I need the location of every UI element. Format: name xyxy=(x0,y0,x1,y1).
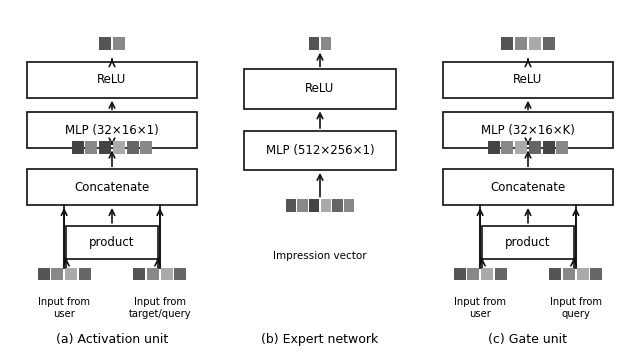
Text: MLP (512×256×1): MLP (512×256×1) xyxy=(266,144,374,157)
Bar xyxy=(515,141,527,154)
Bar xyxy=(113,141,125,154)
Bar xyxy=(549,268,561,280)
Bar xyxy=(502,37,513,50)
Bar xyxy=(79,268,91,280)
Bar xyxy=(488,141,500,154)
Text: Input from
user: Input from user xyxy=(454,297,506,319)
Bar xyxy=(65,268,77,280)
Text: MLP (32×16×1): MLP (32×16×1) xyxy=(65,124,159,137)
Text: product: product xyxy=(505,236,551,249)
Bar xyxy=(321,37,331,50)
Bar xyxy=(591,268,602,280)
Bar xyxy=(483,225,573,259)
Bar xyxy=(99,141,111,154)
Bar xyxy=(502,141,513,154)
Text: Concatenate: Concatenate xyxy=(490,181,566,194)
Text: MLP (32×16×K): MLP (32×16×K) xyxy=(481,124,575,137)
Bar xyxy=(309,199,319,212)
Bar xyxy=(67,225,157,259)
Bar xyxy=(443,169,613,205)
Bar xyxy=(495,268,507,280)
Bar xyxy=(529,37,541,50)
Text: Concatenate: Concatenate xyxy=(74,181,150,194)
Bar xyxy=(38,268,49,280)
Bar xyxy=(244,131,396,170)
Bar xyxy=(140,141,152,154)
Bar xyxy=(244,69,396,109)
Bar xyxy=(467,268,479,280)
Text: Input from
user: Input from user xyxy=(38,297,90,319)
Bar xyxy=(133,268,145,280)
Text: (c) Gate unit: (c) Gate unit xyxy=(488,333,568,346)
Bar xyxy=(72,141,84,154)
Bar xyxy=(481,268,493,280)
Bar xyxy=(27,62,197,98)
Bar xyxy=(27,169,197,205)
Text: Input from
query: Input from query xyxy=(550,297,602,319)
Bar xyxy=(27,112,197,148)
Bar xyxy=(285,199,296,212)
Text: (b) Expert network: (b) Expert network xyxy=(261,333,379,346)
Bar xyxy=(161,268,173,280)
Bar xyxy=(86,141,97,154)
Bar xyxy=(147,268,159,280)
Text: Impression vector: Impression vector xyxy=(273,251,367,261)
Bar xyxy=(309,37,319,50)
Text: Input from
target/query: Input from target/query xyxy=(129,297,191,319)
Bar xyxy=(515,37,527,50)
Bar xyxy=(443,112,613,148)
Text: (a) Activation unit: (a) Activation unit xyxy=(56,333,168,346)
Bar xyxy=(543,37,554,50)
Bar xyxy=(332,199,342,212)
Bar xyxy=(577,268,589,280)
Bar xyxy=(454,268,465,280)
Bar xyxy=(563,268,575,280)
Bar xyxy=(99,37,111,50)
Bar xyxy=(175,268,186,280)
Bar xyxy=(298,199,308,212)
Bar xyxy=(51,268,63,280)
Text: ReLU: ReLU xyxy=(513,73,543,86)
Bar xyxy=(543,141,554,154)
Bar xyxy=(344,199,355,212)
Bar xyxy=(113,37,125,50)
Bar xyxy=(127,141,138,154)
Bar xyxy=(321,199,331,212)
Bar xyxy=(443,62,613,98)
Bar xyxy=(529,141,541,154)
Text: product: product xyxy=(89,236,135,249)
Text: ReLU: ReLU xyxy=(305,82,335,96)
Bar xyxy=(556,141,568,154)
Text: ReLU: ReLU xyxy=(97,73,127,86)
